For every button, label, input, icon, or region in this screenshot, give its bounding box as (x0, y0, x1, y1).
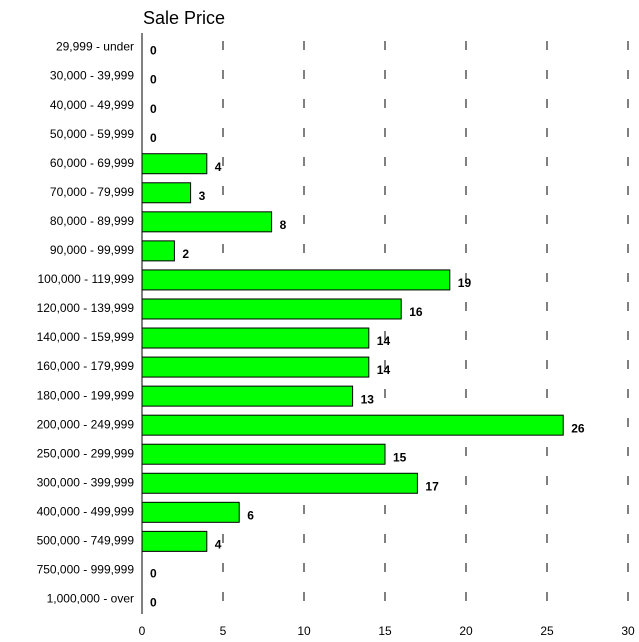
value-label: 0 (150, 102, 157, 116)
value-label: 19 (458, 276, 472, 290)
value-label: 2 (182, 247, 189, 261)
y-tick-label: 60,000 - 69,999 (50, 156, 134, 170)
y-tick-label: 70,000 - 79,999 (50, 185, 134, 199)
x-tick-label: 25 (540, 624, 554, 638)
y-tick-label: 100,000 - 119,999 (37, 272, 134, 286)
y-tick-label: 30,000 - 39,999 (50, 69, 134, 83)
bar (141, 414, 564, 436)
value-label: 0 (150, 596, 157, 610)
y-tick-label: 50,000 - 59,999 (50, 127, 134, 141)
y-tick-label: 120,000 - 139,999 (37, 301, 135, 315)
value-label: 4 (215, 538, 222, 552)
value-label: 13 (361, 392, 375, 406)
bar (141, 327, 370, 349)
bar (141, 211, 273, 233)
value-label: 3 (199, 189, 206, 203)
y-tick-label: 250,000 - 299,999 (37, 446, 135, 460)
y-tick-label: 29,999 - under (56, 40, 134, 54)
y-tick-label: 300,000 - 399,999 (37, 475, 135, 489)
x-tick-label: 0 (139, 624, 146, 638)
y-tick-label: 200,000 - 249,999 (37, 417, 135, 431)
value-label: 16 (409, 305, 423, 319)
y-tick-label: 80,000 - 89,999 (50, 214, 134, 228)
y-tick-label: 180,000 - 199,999 (37, 388, 135, 402)
bar (141, 240, 175, 262)
x-tick-label: 20 (459, 624, 473, 638)
y-tick-label: 90,000 - 99,999 (50, 243, 134, 257)
value-label: 26 (571, 421, 585, 435)
bar (141, 356, 370, 378)
bar (141, 182, 192, 204)
value-label: 0 (150, 131, 157, 145)
bar (141, 153, 208, 175)
value-label: 0 (150, 44, 157, 58)
value-label: 8 (280, 218, 287, 232)
y-tick-label: 750,000 - 999,999 (37, 563, 135, 577)
bar (141, 501, 240, 523)
value-label: 0 (150, 567, 157, 581)
bar (141, 385, 354, 407)
value-label: 0 (150, 73, 157, 87)
y-tick-label: 160,000 - 179,999 (37, 359, 135, 373)
bar (141, 298, 402, 320)
chart-title: Sale Price (143, 8, 225, 28)
bar (141, 530, 208, 552)
bar (141, 443, 386, 465)
value-label: 17 (425, 479, 439, 493)
y-tick-label: 140,000 - 159,999 (37, 330, 135, 344)
y-tick-label: 1,000,000 - over (47, 592, 134, 606)
value-label: 15 (393, 450, 407, 464)
x-tick-label: 10 (297, 624, 311, 638)
value-label: 14 (377, 363, 391, 377)
value-label: 6 (247, 508, 254, 522)
value-label: 14 (377, 334, 391, 348)
value-label: 4 (215, 160, 222, 174)
bar (141, 472, 418, 494)
x-tick-label: 30 (621, 624, 635, 638)
y-tick-label: 400,000 - 499,999 (37, 504, 135, 518)
y-tick-label: 40,000 - 49,999 (50, 98, 134, 112)
x-tick-label: 5 (220, 624, 227, 638)
x-tick-label: 15 (378, 624, 392, 638)
y-tick-label: 500,000 - 749,999 (37, 534, 135, 548)
bar (141, 269, 451, 291)
